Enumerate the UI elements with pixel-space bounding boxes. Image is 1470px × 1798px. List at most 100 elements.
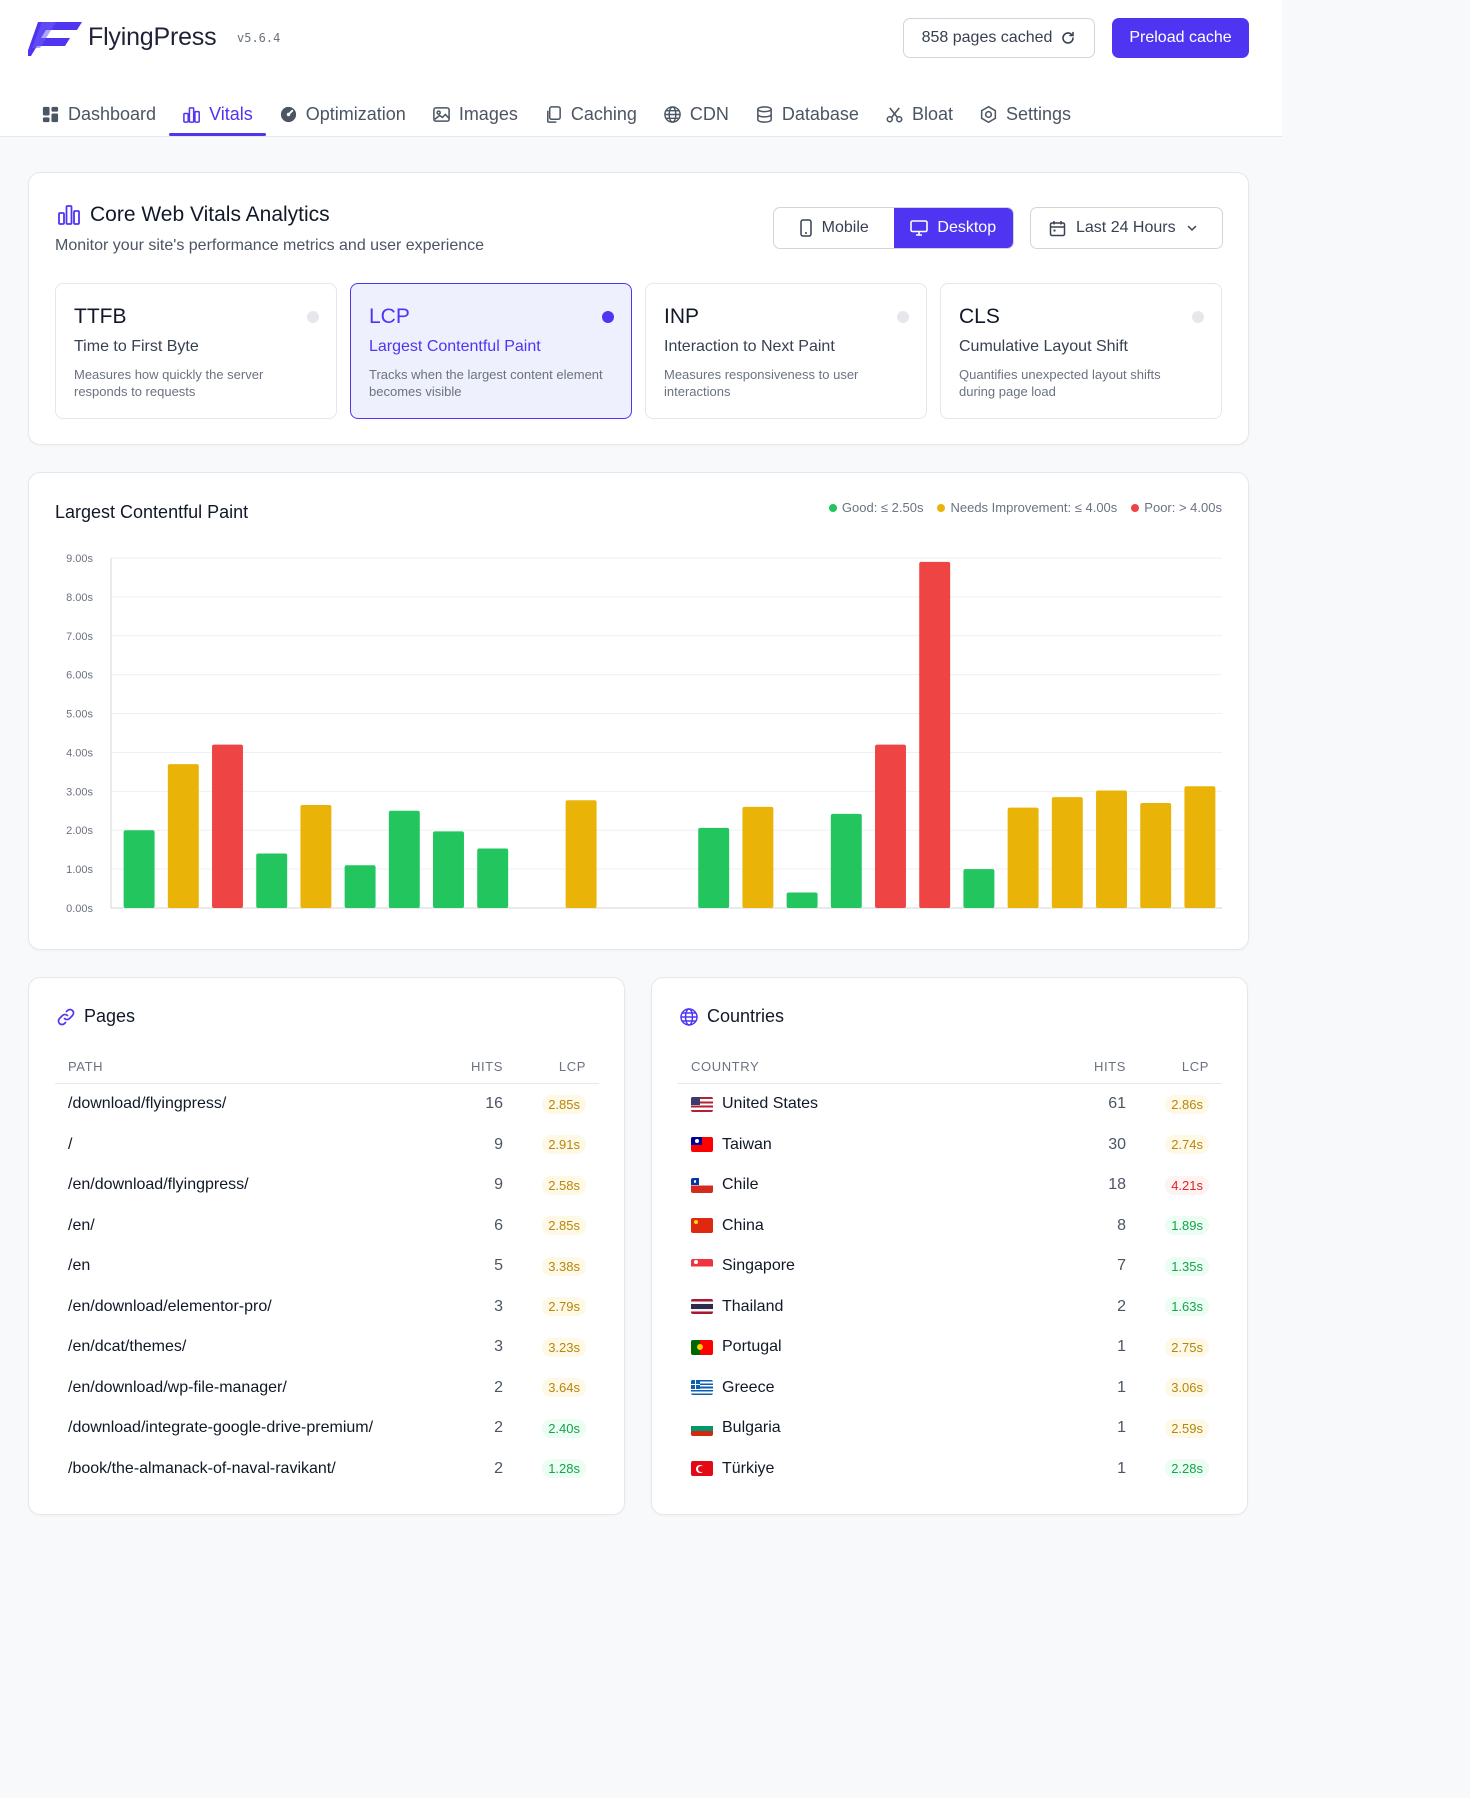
tab-database[interactable]: Database — [742, 92, 872, 136]
table-row[interactable]: Chile 18 4.21s — [678, 1165, 1222, 1206]
metric-abbr: CLS — [959, 305, 1000, 328]
table-row[interactable]: /download/integrate-google-drive-premium… — [55, 1408, 599, 1449]
countries-title-text: Countries — [707, 1006, 785, 1026]
lcp-bar — [698, 827, 730, 908]
tw-flag-icon — [691, 1137, 713, 1153]
table-row[interactable]: Thailand 2 1.63s — [678, 1287, 1222, 1328]
table-row[interactable]: Taiwan 30 2.74s — [678, 1125, 1222, 1166]
calendar-icon — [1049, 220, 1066, 236]
tab-settings[interactable]: Settings — [966, 92, 1084, 136]
country-name: Greece — [722, 1378, 775, 1396]
metric-card-inp[interactable]: INP Interaction to Next Paint Measures r… — [645, 283, 927, 419]
table-row[interactable]: /en/download/elementor-pro/3 2.79s — [55, 1287, 599, 1328]
country-name: Bulgaria — [722, 1419, 781, 1437]
table-row[interactable]: Singapore 7 1.35s — [678, 1246, 1222, 1287]
table-row[interactable]: Portugal 1 2.75s — [678, 1327, 1222, 1368]
lcp-bar — [963, 869, 995, 908]
country-hits: 1 — [1117, 1459, 1126, 1477]
lcp-cell: 3.06s — [1136, 1378, 1222, 1398]
lcp-cell: 2.74s — [1136, 1135, 1222, 1155]
sg-flag-icon — [691, 1258, 713, 1274]
lcp-bar — [1096, 790, 1127, 908]
metric-card-ttfb[interactable]: TTFB Time to First Byte Measures how qui… — [55, 283, 337, 419]
tab-cdn[interactable]: CDN — [650, 92, 742, 136]
page-hits: 3 — [494, 1338, 503, 1356]
tab-vitals[interactable]: Vitals — [169, 92, 266, 136]
pages-cached-button[interactable]: 858 pages cached — [903, 18, 1095, 58]
table-row[interactable]: /en/download/wp-file-manager/2 3.64s — [55, 1368, 599, 1409]
table-row[interactable]: Türkiye 1 2.28s — [678, 1449, 1222, 1490]
preload-cache-button[interactable]: Preload cache — [1112, 18, 1249, 58]
lcp-bar — [256, 853, 288, 908]
metric-abbr: TTFB — [74, 305, 127, 328]
globe-icon — [680, 1007, 698, 1026]
table-row[interactable]: United States 61 2.86s — [678, 1084, 1222, 1125]
column-header-hits[interactable]: HITS — [470, 1059, 503, 1074]
chart-legend: Good: ≤ 2.50s Needs Improvement: ≤ 4.00s… — [828, 500, 1222, 515]
monitor-icon — [910, 220, 929, 236]
column-header-hits[interactable]: HITS — [1093, 1059, 1126, 1074]
country-cell: Bulgaria — [678, 1419, 1056, 1437]
country-cell: United States — [678, 1095, 1056, 1113]
country-hits: 8 — [1117, 1216, 1126, 1234]
tab-caching[interactable]: Caching — [531, 92, 650, 136]
country-hits: 1 — [1117, 1419, 1126, 1437]
metric-name: Time to First Byte — [74, 338, 199, 355]
table-header: PATH HITS LCP — [55, 1050, 599, 1084]
table-row[interactable]: /en 5 3.38s — [55, 1246, 599, 1287]
table-row[interactable]: /book/the-almanack-of-naval-ravikant/2 1.… — [55, 1449, 599, 1490]
table-row[interactable]: /download/flyingpress/16 2.85s — [55, 1084, 599, 1125]
lcp-cell: 2.85s — [513, 1094, 599, 1114]
logo[interactable]: FlyingPress — [28, 18, 217, 56]
column-header-lcp[interactable]: LCP — [1181, 1059, 1209, 1074]
lcp-cell: 2.85s — [513, 1216, 599, 1236]
legend-dot — [828, 503, 837, 512]
table-row[interactable]: / 9 2.91s — [55, 1125, 599, 1166]
y-tick-label: 2.00s — [66, 825, 93, 837]
metric-description: Tracks when the largest content element … — [369, 367, 603, 399]
tab-optimization[interactable]: Optimization — [266, 92, 419, 136]
lcp-bar — [167, 764, 199, 908]
device-desktop-button[interactable]: Desktop — [893, 208, 1013, 248]
table-row[interactable]: Greece 1 3.06s — [678, 1368, 1222, 1409]
lcp-cell: 2.59s — [1136, 1418, 1222, 1438]
th-flag-icon — [691, 1299, 713, 1315]
country-hits: 30 — [1108, 1135, 1126, 1153]
tab-images[interactable]: Images — [419, 92, 531, 136]
tab-bloat[interactable]: Bloat — [872, 92, 966, 136]
table-row[interactable]: /en/6 2.85s — [55, 1206, 599, 1247]
lcp-cell: 1.89s — [1136, 1216, 1222, 1236]
column-header-path[interactable]: PATH — [68, 1059, 104, 1074]
tab-label: CDN — [689, 103, 729, 124]
metric-card-lcp[interactable]: LCP Largest Contentful Paint Tracks when… — [350, 283, 632, 419]
country-name: China — [722, 1216, 764, 1234]
lcp-badge: 2.74s — [1165, 1135, 1209, 1155]
table-row[interactable]: Bulgaria 1 2.59s — [678, 1408, 1222, 1449]
pages-title-text: Pages — [84, 1006, 136, 1026]
table-row[interactable]: China 8 1.89s — [678, 1206, 1222, 1247]
vitals-title-text: Core Web Vitals Analytics — [90, 203, 330, 226]
device-mobile-button[interactable]: Mobile — [774, 208, 894, 248]
column-header-country[interactable]: COUNTRY — [691, 1059, 760, 1074]
lcp-bar — [786, 892, 818, 908]
legend-label: Good: ≤ 2.50s — [841, 500, 924, 515]
lcp-cell: 1.35s — [1136, 1256, 1222, 1276]
copy-icon — [546, 105, 561, 123]
time-range-select[interactable]: Last 24 Hours — [1030, 207, 1223, 249]
lcp-badge: 3.64s — [542, 1378, 586, 1398]
column-header-lcp[interactable]: LCP — [558, 1059, 586, 1074]
link-icon — [57, 1008, 75, 1025]
metric-indicator-dot — [897, 311, 909, 323]
table-row[interactable]: /en/download/flyingpress/9 2.58s — [55, 1165, 599, 1206]
legend-label: Needs Improvement: ≤ 4.00s — [950, 500, 1118, 515]
pages-card: Pages PATH HITS LCP /download/flyingpres… — [28, 977, 625, 1515]
lcp-badge: 2.85s — [542, 1094, 586, 1114]
page-hits: 2 — [494, 1459, 503, 1477]
page-path: /en/dcat/themes/ — [68, 1338, 187, 1356]
pages-cached-label: 858 pages cached — [921, 29, 1053, 46]
metric-card-cls[interactable]: CLS Cumulative Layout Shift Quantifies u… — [940, 283, 1222, 419]
table-row[interactable]: /en/dcat/themes/3 3.23s — [55, 1327, 599, 1368]
tab-dashboard[interactable]: Dashboard — [28, 92, 169, 136]
country-hits: 1 — [1117, 1378, 1126, 1396]
lcp-cell: 2.28s — [1136, 1459, 1222, 1479]
